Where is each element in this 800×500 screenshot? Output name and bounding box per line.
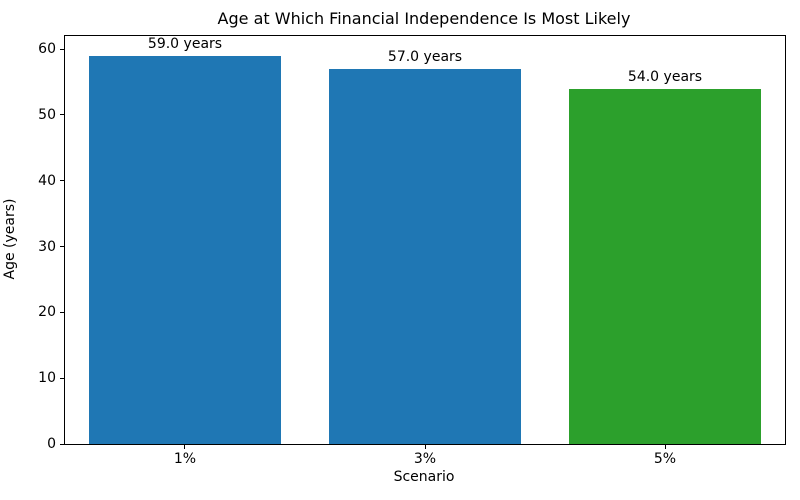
y-tick-label: 50 (38, 106, 56, 123)
y-tick-mark (60, 377, 64, 379)
bar-value-label: 57.0 years (387, 48, 463, 65)
bar-5% (569, 88, 761, 444)
y-tick-mark (60, 246, 64, 248)
x-axis-label: Scenario (393, 469, 455, 485)
x-tick-mark (424, 445, 426, 449)
y-axis-label: Age (years) (2, 198, 18, 280)
plot-area: 59.0 years 1% 57.0 years 3% 54.0 years 5% 0 10 2… (38, 35, 786, 467)
y-tick-label: 40 (38, 172, 56, 189)
y-tick-mark (60, 443, 64, 445)
y-tick-label: 20 (38, 304, 56, 321)
bar-value-label: 59.0 years (147, 35, 223, 52)
y-tick-mark (60, 180, 64, 182)
x-tick-label: 1% (173, 451, 197, 467)
y-tick-mark (60, 114, 64, 116)
y-tick-mark (60, 48, 64, 50)
x-tick-label: 5% (653, 451, 677, 467)
bar-3% (329, 68, 521, 444)
y-tick-label: 30 (38, 238, 56, 255)
x-tick-mark (184, 445, 186, 449)
x-tick-label: 3% (413, 451, 437, 467)
y-tick-label: 60 (38, 41, 56, 58)
x-tick-mark (664, 445, 666, 449)
y-tick-label: 0 (47, 436, 56, 452)
y-tick-mark (60, 311, 64, 313)
chart-title: Age at Which Financial Independence Is M… (217, 9, 631, 28)
bar-value-label: 54.0 years (627, 68, 703, 85)
y-tick-label: 10 (38, 370, 56, 387)
bar-1% (89, 55, 281, 444)
